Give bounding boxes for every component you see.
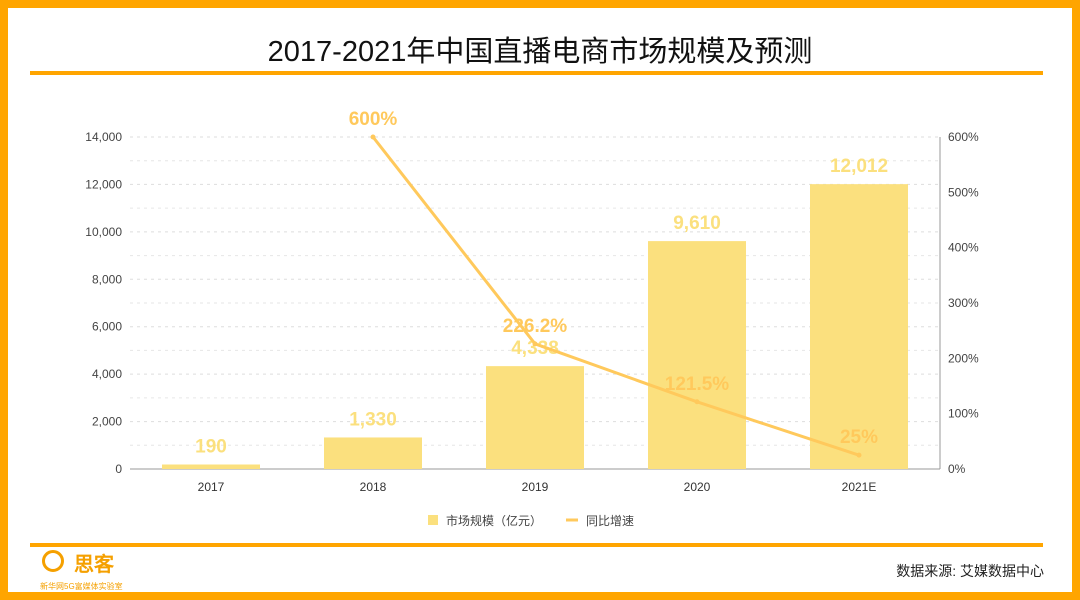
y-right-tick: 600% <box>948 130 979 144</box>
bar <box>324 437 422 469</box>
y-right-tick: 500% <box>948 185 979 199</box>
y-left-tick: 12,000 <box>85 177 122 191</box>
y-right-tick: 400% <box>948 241 979 255</box>
bar-label: 190 <box>195 436 227 457</box>
bar-label: 9,610 <box>673 213 721 234</box>
growth-line <box>371 136 860 457</box>
y-right-tick: 100% <box>948 407 979 421</box>
logo: 思客新华网5G富媒体实验室 <box>40 548 123 592</box>
y-left-tick: 4,000 <box>92 367 122 381</box>
line-label: 600% <box>349 109 398 130</box>
logo-brand: 思客 <box>74 554 114 576</box>
x-tick: 2018 <box>360 480 387 494</box>
divider-bottom <box>30 543 1043 547</box>
y-left-tick: 0 <box>115 462 122 476</box>
y-left-tick: 14,000 <box>85 130 122 144</box>
chart-title: 2017-2021年中国直播电商市场规模及预测 <box>267 36 813 68</box>
bar-label: 12,012 <box>830 156 888 177</box>
x-tick: 2021E <box>842 480 877 494</box>
y-left-tick: 8,000 <box>92 272 122 286</box>
line-label: 121.5% <box>665 374 730 395</box>
legend-line-label: 同比增速 <box>586 514 634 528</box>
bar <box>486 366 584 469</box>
line-label: 25% <box>840 427 878 448</box>
bar-label: 4,338 <box>511 338 559 359</box>
bar <box>648 241 746 469</box>
legend-bar-swatch <box>428 515 438 525</box>
legend-bar-label: 市场规模（亿元） <box>446 513 542 528</box>
bar-label: 1,330 <box>349 409 397 430</box>
source-note: 数据来源: 艾媒数据中心 <box>896 563 1044 579</box>
x-tick: 2020 <box>684 480 711 494</box>
line-point <box>370 134 376 140</box>
line-point <box>694 399 700 405</box>
y-left-tick: 2,000 <box>92 415 122 429</box>
x-tick: 2017 <box>198 480 225 494</box>
bar <box>162 464 260 469</box>
line-point <box>856 452 862 458</box>
logo-sub: 新华网5G富媒体实验室 <box>40 582 123 591</box>
divider-top <box>30 71 1043 75</box>
y-left-tick: 6,000 <box>92 320 122 334</box>
x-tick: 2019 <box>522 480 549 494</box>
y-right-tick: 300% <box>948 296 979 310</box>
y-right-tick: 0% <box>948 462 966 476</box>
bar <box>810 184 908 470</box>
line-point <box>532 341 538 347</box>
line-label: 226.2% <box>503 316 568 337</box>
y-left-tick: 10,000 <box>85 225 122 239</box>
logo-icon <box>42 550 64 572</box>
y-right-tick: 200% <box>948 351 979 365</box>
